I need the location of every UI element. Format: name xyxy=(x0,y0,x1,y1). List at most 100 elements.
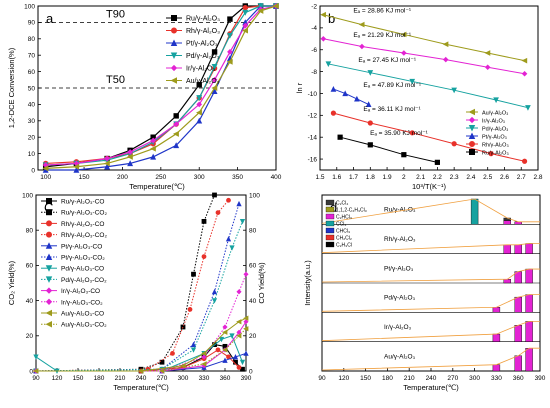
legend-label: Ir/γ-Al₂O₃ xyxy=(482,119,505,125)
data-point xyxy=(201,354,207,360)
y-tick-label: 40 xyxy=(28,102,36,109)
data-point xyxy=(196,95,203,102)
data-point xyxy=(180,324,186,330)
data-point xyxy=(236,289,242,295)
legend-label: Pt/γ-Al₂O₃ xyxy=(482,135,507,141)
data-point xyxy=(218,336,225,343)
data-point xyxy=(173,142,180,149)
legend-marker xyxy=(45,265,53,272)
data-point xyxy=(243,271,249,277)
series-line xyxy=(45,5,276,165)
y-tick-label: -10 xyxy=(308,91,318,98)
data-point xyxy=(172,130,179,137)
data-point xyxy=(215,210,221,216)
data-point xyxy=(342,90,349,97)
data-point xyxy=(226,32,233,39)
legend-marker xyxy=(468,132,476,140)
catalyst-label: Pd/γ-Al₂O₃ xyxy=(384,295,416,302)
legend-label: Ir/γ-Al₂O₃ xyxy=(186,66,215,73)
legend-label: CHCl₃ xyxy=(336,229,350,235)
panel-d: 90 120 150 180 210 240 270 300 330 360 390 Temperat… xyxy=(303,194,546,392)
data-point xyxy=(242,9,249,16)
data-point xyxy=(196,117,203,124)
stacked-bar-segment xyxy=(514,325,522,342)
legend-marker xyxy=(170,39,178,46)
x-tick-label: 2.1 xyxy=(416,174,425,181)
stacked-bar-segment xyxy=(525,321,533,342)
trend-line xyxy=(321,347,540,371)
stacked-bar-segment xyxy=(470,198,479,225)
legend-marker xyxy=(468,116,476,124)
data-point xyxy=(239,218,246,225)
y2-tick-label: 40 xyxy=(249,298,257,305)
data-point xyxy=(257,7,264,14)
x-axis-label: Temperature(℃) xyxy=(403,383,459,392)
y2-tick-label: 60 xyxy=(249,263,257,270)
x-tick-label: 120 xyxy=(338,375,349,382)
x-tick-label: 2.7 xyxy=(517,174,526,181)
legend-marker xyxy=(468,140,475,147)
y-tick-label: -14 xyxy=(308,135,318,142)
data-point xyxy=(330,110,337,116)
y-tick-label: 90 xyxy=(28,20,36,27)
x-tick-label: 1.6 xyxy=(332,174,341,181)
x-tick-label: 1.5 xyxy=(315,174,324,181)
y-tick-label: 80 xyxy=(26,228,34,235)
x-tick-label: 90 xyxy=(318,375,326,382)
legend-label: C₂HCl₃ xyxy=(336,215,352,221)
x-tick-label: 330 xyxy=(199,375,210,382)
y-tick-label: 20 xyxy=(28,135,36,142)
x-tick-label: 250 xyxy=(155,174,166,181)
x-tick-label: 120 xyxy=(52,375,63,382)
x-tick-label: 270 xyxy=(157,375,168,382)
x-tick-label: 350 xyxy=(232,174,243,181)
x-tick-label: 240 xyxy=(426,375,437,382)
x-tick-label: 1.7 xyxy=(349,174,358,181)
data-point xyxy=(211,49,218,55)
series-line xyxy=(36,328,247,372)
data-point xyxy=(236,329,242,335)
legend-marker xyxy=(468,108,476,116)
activation-energy-label: Eₐ = 27.45 KJ mol⁻¹ xyxy=(358,57,417,64)
data-point xyxy=(229,333,235,339)
legend-label: Rh/γ-Al₂O₃-CO xyxy=(61,221,104,228)
data-point xyxy=(211,298,218,304)
legend-label: Au/γ-Al₂O₃ xyxy=(482,111,508,117)
panel-c: 90 120 150 180 210 240 270 300 330 360 39002040608… xyxy=(7,192,266,392)
data-point xyxy=(173,113,179,119)
legend-label: Ir/γ-Al₂O₃-CO₂ xyxy=(61,299,103,306)
x-tick-label: 360 xyxy=(220,375,231,382)
data-point xyxy=(201,218,207,224)
data-point xyxy=(236,365,242,370)
data-point xyxy=(226,197,231,203)
y-tick-label: 30 xyxy=(28,118,36,125)
data-point xyxy=(187,306,193,312)
series-line xyxy=(333,112,525,162)
legend-label: Ru/γ-Al₂O₃ xyxy=(186,16,220,23)
x-tick-label: 200 xyxy=(117,174,128,181)
stacked-bar-segment xyxy=(503,220,511,225)
x-tick-label: 300 xyxy=(469,375,480,382)
legend-marker xyxy=(46,231,53,238)
legend-label: Pd/γ-Al₂O₃ xyxy=(482,127,508,133)
legend-marker xyxy=(45,253,53,261)
y-axis-label: ln r xyxy=(295,82,304,93)
legend-swatch xyxy=(325,213,335,220)
x-tick-label: 2.4 xyxy=(466,174,475,181)
data-point xyxy=(104,163,111,170)
legend-marker xyxy=(45,287,53,294)
data-point xyxy=(232,354,239,360)
legend-marker xyxy=(45,276,53,283)
panel-label: C xyxy=(44,200,53,215)
data-point xyxy=(73,163,80,170)
x-tick-label: 270 xyxy=(447,375,458,382)
data-point xyxy=(149,145,156,152)
legend-marker xyxy=(170,52,178,59)
data-point xyxy=(367,120,373,126)
data-point xyxy=(170,350,175,356)
y-axis-label: Intensity(a.u.) xyxy=(303,260,312,306)
x-tick-label: 2.5 xyxy=(483,174,492,181)
y-tick-label: 70 xyxy=(28,53,36,60)
legend-label: Pd/γ-Al₂O₃-CO xyxy=(61,266,104,273)
catalyst-label: Pt/γ-Al₂O₃ xyxy=(384,265,414,272)
